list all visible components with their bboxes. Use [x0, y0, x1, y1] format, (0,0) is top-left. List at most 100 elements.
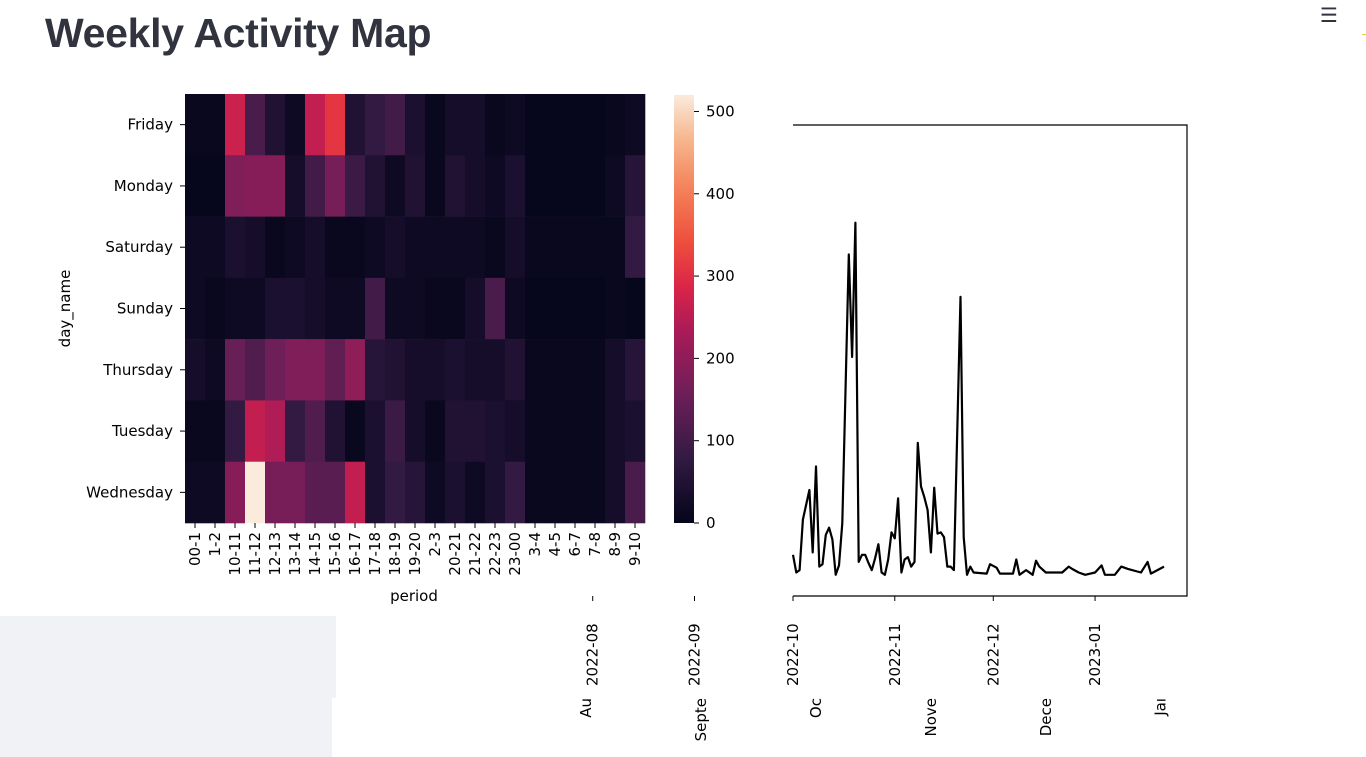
x-tick-label: 4-5: [546, 532, 564, 557]
heatmap-cell: [545, 277, 566, 340]
heatmap-cell: [625, 155, 646, 217]
heatmap-cell: [205, 339, 226, 401]
x-tick-label: 19-20: [406, 532, 424, 576]
heatmap-cell: [585, 94, 606, 156]
heatmap-cell: [425, 339, 446, 401]
heatmap-cell: [405, 277, 426, 340]
heatmap-cell: [245, 94, 266, 156]
minor-x-tick-label: Dece: [1037, 698, 1055, 736]
heatmap-cell: [545, 216, 566, 279]
heatmap-cell: [185, 277, 206, 340]
heatmap-cell: [365, 400, 386, 463]
heatmap-cell: [465, 155, 486, 217]
x-tick-label: 17-18: [366, 532, 384, 576]
heatmap-cell: [245, 339, 266, 401]
heatmap-cell: [445, 94, 466, 156]
heatmap-cell: [225, 461, 246, 524]
heatmap-cell: [325, 94, 346, 156]
x-tick-label: 2022-08: [584, 623, 602, 686]
y-axis-label: day_name: [56, 270, 75, 348]
heatmap-cell: [285, 400, 306, 463]
heatmap-cell: [565, 94, 586, 156]
activity-line: [791, 221, 1165, 576]
heatmap-cell: [445, 461, 466, 524]
y-tick-label: Thursday: [102, 361, 173, 379]
x-tick-label: 12-13: [266, 532, 284, 576]
heatmap-cell: [265, 461, 286, 524]
heatmap-cell: [565, 277, 586, 340]
heatmap-cell: [505, 461, 526, 524]
heatmap-cell: [225, 400, 246, 463]
x-tick-label: 2022-11: [886, 623, 904, 686]
x-tick-label: 18-19: [386, 532, 404, 576]
heatmap-cell: [585, 461, 606, 524]
heatmap-cell: [365, 461, 386, 524]
heatmap-cell: [305, 400, 326, 463]
minor-x-tick-label: Au: [577, 698, 595, 718]
heatmap-cell: [385, 461, 406, 524]
heatmap-cell: [345, 277, 366, 340]
heatmap-cell: [525, 461, 546, 524]
heatmap-cell: [285, 155, 306, 217]
x-tick-label: 00-1: [186, 532, 204, 566]
heatmap-cell: [365, 277, 386, 340]
heatmap-cell: [185, 94, 206, 156]
x-tick-label: 21-22: [466, 532, 484, 576]
x-tick-label: 2023-01: [1086, 623, 1104, 686]
heatmap-cell: [605, 94, 626, 156]
heatmap-cell: [545, 339, 566, 401]
heatmap-cell: [605, 277, 626, 340]
heatmap-cell: [345, 339, 366, 401]
heatmap-cell: [585, 277, 606, 340]
heatmap-cell: [285, 461, 306, 524]
minor-x-tick-label: Septe: [692, 698, 710, 741]
heatmap-cell: [585, 339, 606, 401]
colorbar-tick-label: 500: [706, 102, 735, 120]
heatmap-cell: [565, 339, 586, 401]
heatmap-cell: [365, 216, 386, 279]
heatmap-cell: [425, 461, 446, 524]
y-tick-label: Sunday: [117, 300, 173, 318]
heatmap-cell: [385, 216, 406, 279]
heatmap-cell: [305, 216, 326, 279]
heatmap-cell: [465, 339, 486, 401]
heatmap-cell: [265, 216, 286, 279]
page-title: Weekly Activity Map: [45, 10, 432, 56]
axes-frame: [793, 124, 1188, 597]
heatmap-cell: [405, 155, 426, 217]
heatmap-cell: [465, 461, 486, 524]
heatmap-cell: [325, 339, 346, 401]
heatmap-cell: [305, 94, 326, 156]
heatmap-cell: [345, 155, 366, 217]
heatmap-cell: [405, 216, 426, 279]
heatmap-cell: [185, 155, 206, 217]
x-tick-label: 10-11: [226, 532, 244, 576]
heatmap-cell: [525, 94, 546, 156]
heatmap-cell: [405, 339, 426, 401]
heatmap-cell: [285, 339, 306, 401]
x-tick-label: 23-00: [506, 532, 524, 576]
heatmap-cell: [505, 94, 526, 156]
heatmap-cell: [205, 400, 226, 463]
heatmap-cell: [305, 461, 326, 524]
colorbar-tick-label: 100: [706, 432, 735, 450]
heatmap-cell: [325, 400, 346, 463]
heatmap-cell: [245, 277, 266, 340]
heatmap-cell: [525, 339, 546, 401]
heatmap-cell: [605, 400, 626, 463]
x-tick-label: 2-3: [426, 532, 444, 557]
heatmap-cell: [325, 155, 346, 217]
heatmap-cell: [525, 277, 546, 340]
heatmap-cell: [565, 400, 586, 463]
heatmap-cell: [245, 155, 266, 217]
menu-button[interactable]: ☰: [1320, 3, 1338, 27]
heatmap-cell: [245, 216, 266, 279]
heatmap-cell: [505, 155, 526, 217]
x-tick-label: 15-16: [326, 532, 344, 576]
colorbar-tick-label: 300: [706, 267, 735, 285]
heatmap-cell: [405, 461, 426, 524]
heatmap-cell: [445, 277, 466, 340]
x-tick-label: 22-23: [486, 532, 504, 576]
heatmap-cell: [385, 400, 406, 463]
heatmap-cell: [625, 216, 646, 279]
